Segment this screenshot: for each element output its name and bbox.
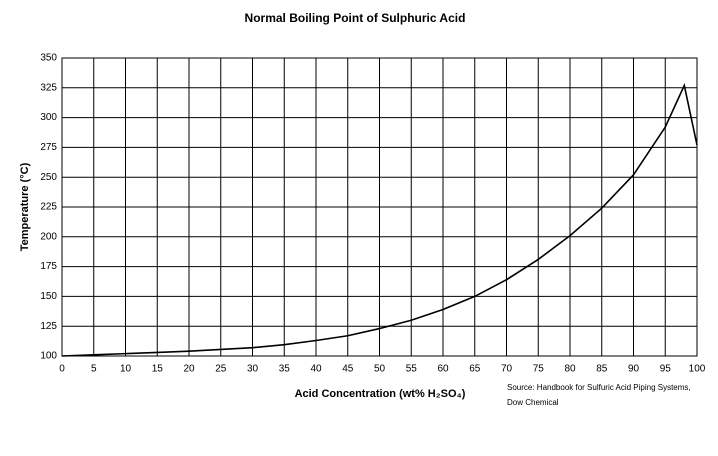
x-tick-label: 50 [374,364,386,375]
plot-border [61,57,698,357]
x-tick-label: 70 [501,364,513,375]
x-tick-label: 25 [215,364,227,375]
y-tick-label: 150 [40,291,57,302]
data-line [61,82,698,357]
x-tick-label: 95 [660,364,672,375]
y-tick-label: 350 [40,53,57,64]
y-tick-label: 250 [40,172,57,183]
x-tick-label: 10 [120,364,132,375]
x-tick-label: 80 [564,364,576,375]
x-tick-label: 100 [689,364,706,375]
x-tick-label: 60 [437,364,449,375]
y-tick-label: 100 [40,351,57,362]
chart-title: Normal Boiling Point of Sulphuric Acid [245,11,466,25]
x-tick-label: 40 [310,364,322,375]
x-tick-label: 30 [247,364,259,375]
source-note: Source: Handbook for Sulfuric Acid Pipin… [507,383,691,392]
x-tick-label: 45 [342,364,354,375]
x-tick-label: 5 [91,364,97,375]
y-axis-label: Temperature (°C) [19,162,31,251]
y-tick-label: 175 [40,261,57,272]
source-note: Dow Chemical [507,398,559,407]
x-tick-label: 90 [628,364,640,375]
y-tick-label: 225 [40,202,57,213]
x-tick-label: 65 [469,364,481,375]
x-tick-label: 55 [406,364,418,375]
x-tick-label: 85 [596,364,608,375]
y-tick-label: 275 [40,142,57,153]
y-tick-label: 300 [40,112,57,123]
x-tick-label: 0 [59,364,65,375]
x-tick-label: 15 [152,364,164,375]
x-axis-label: Acid Concentration (wt% H₂SO₄) [295,388,466,400]
x-tick-label: 20 [183,364,195,375]
y-tick-label: 325 [40,82,57,93]
y-tick-label: 200 [40,231,57,242]
x-tick-label: 75 [533,364,545,375]
x-tick-label: 35 [279,364,291,375]
y-tick-label: 125 [40,321,57,332]
